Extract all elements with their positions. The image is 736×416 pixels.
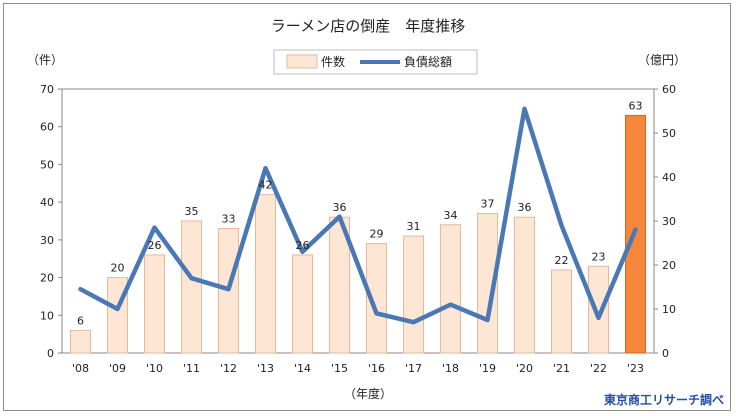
bar-10 [440,224,461,354]
x-tick-label: '11 [183,362,200,375]
bar-value-label: 23 [592,250,606,263]
right-tick-label: 60 [662,83,676,96]
legend-label-debt: 負債総額 [404,54,452,69]
bar-value-label: 31 [407,220,421,233]
x-tick-label: '13 [257,362,274,375]
bar-value-label: 22 [555,254,569,267]
legend-label-count: 件数 [321,54,345,69]
left-tick-label: 50 [40,158,54,171]
x-tick-label: '10 [146,362,163,375]
x-tick-label: '19 [479,362,496,375]
left-tick-label: 60 [40,121,54,134]
bar-value-label: 63 [629,99,643,112]
line-series [78,106,638,325]
bar-13 [551,269,572,354]
left-tick-label: 20 [40,272,54,285]
x-tick-label: '09 [109,362,126,375]
bar-value-label: 6 [77,314,84,327]
bar-value-label: 36 [333,201,347,214]
left-tick-label: 0 [47,347,54,360]
bar-value-label: 42 [259,179,273,192]
x-tick-label: '14 [294,362,311,375]
bar-14 [588,265,609,354]
bar-2 [144,254,165,354]
right-tick-label: 30 [662,215,676,228]
x-tick-labels: '08 '09 '10 '11 '12 '13 '14 '15 '16 '17 '18 '19 '20 '… [72,362,644,375]
left-tick-label: 40 [40,196,54,209]
bar-8 [366,243,387,354]
x-axis-label: （年度） [344,386,392,401]
left-tick-label: 10 [40,309,54,322]
source-credit: 東京商工リサーチ調べ [604,392,724,407]
bar-value-label: 37 [481,197,495,210]
axes: 0 10 20 30 40 50 60 70 0 10 20 30 40 50 60 [40,83,676,360]
x-tick-label: '22 [590,362,607,375]
x-tick-label: '23 [627,362,644,375]
bar-value-label: 33 [222,213,236,226]
x-tick-label: '20 [516,362,533,375]
bar-value-label: 36 [518,201,532,214]
bar-value-label: 29 [370,228,384,241]
bar-3 [181,220,202,354]
x-tick-label: '15 [331,362,348,375]
bar-0 [70,329,91,354]
right-tick-label: 50 [662,127,676,140]
bar-6 [292,254,313,354]
bar-5 [255,194,276,354]
bar-value-label: 26 [296,239,310,252]
x-tick-label: '12 [220,362,237,375]
bar-value-label: 34 [444,209,458,222]
chart-title: ラーメン店の倒産 年度推移 [271,17,465,35]
debt-line [78,106,638,325]
x-tick-label: '08 [72,362,89,375]
right-tick-label: 10 [662,303,676,316]
legend: 件数 負債総額 [273,49,478,75]
data-labels: 6 20 26 35 33 42 26 36 29 31 34 37 36 22 23 63 [77,99,643,327]
x-tick-label: '18 [442,362,459,375]
left-tick-label: 30 [40,234,54,247]
right-tick-label: 40 [662,171,676,184]
x-tick-label: '16 [368,362,385,375]
bar-value-label: 20 [111,262,125,275]
x-tick-label: '21 [553,362,570,375]
bar-9 [403,235,424,354]
right-tick-label: 0 [662,347,669,360]
bar-value-label: 26 [148,239,162,252]
right-axis-unit-label: （億円） [638,53,686,67]
x-tick-label: '17 [405,362,422,375]
legend-bar-swatch [286,54,318,69]
left-tick-label: 70 [40,83,54,96]
bar-12 [514,216,535,354]
right-tick-label: 20 [662,259,676,272]
bar-value-label: 35 [185,205,199,218]
left-axis-unit-label: （件） [27,53,63,67]
